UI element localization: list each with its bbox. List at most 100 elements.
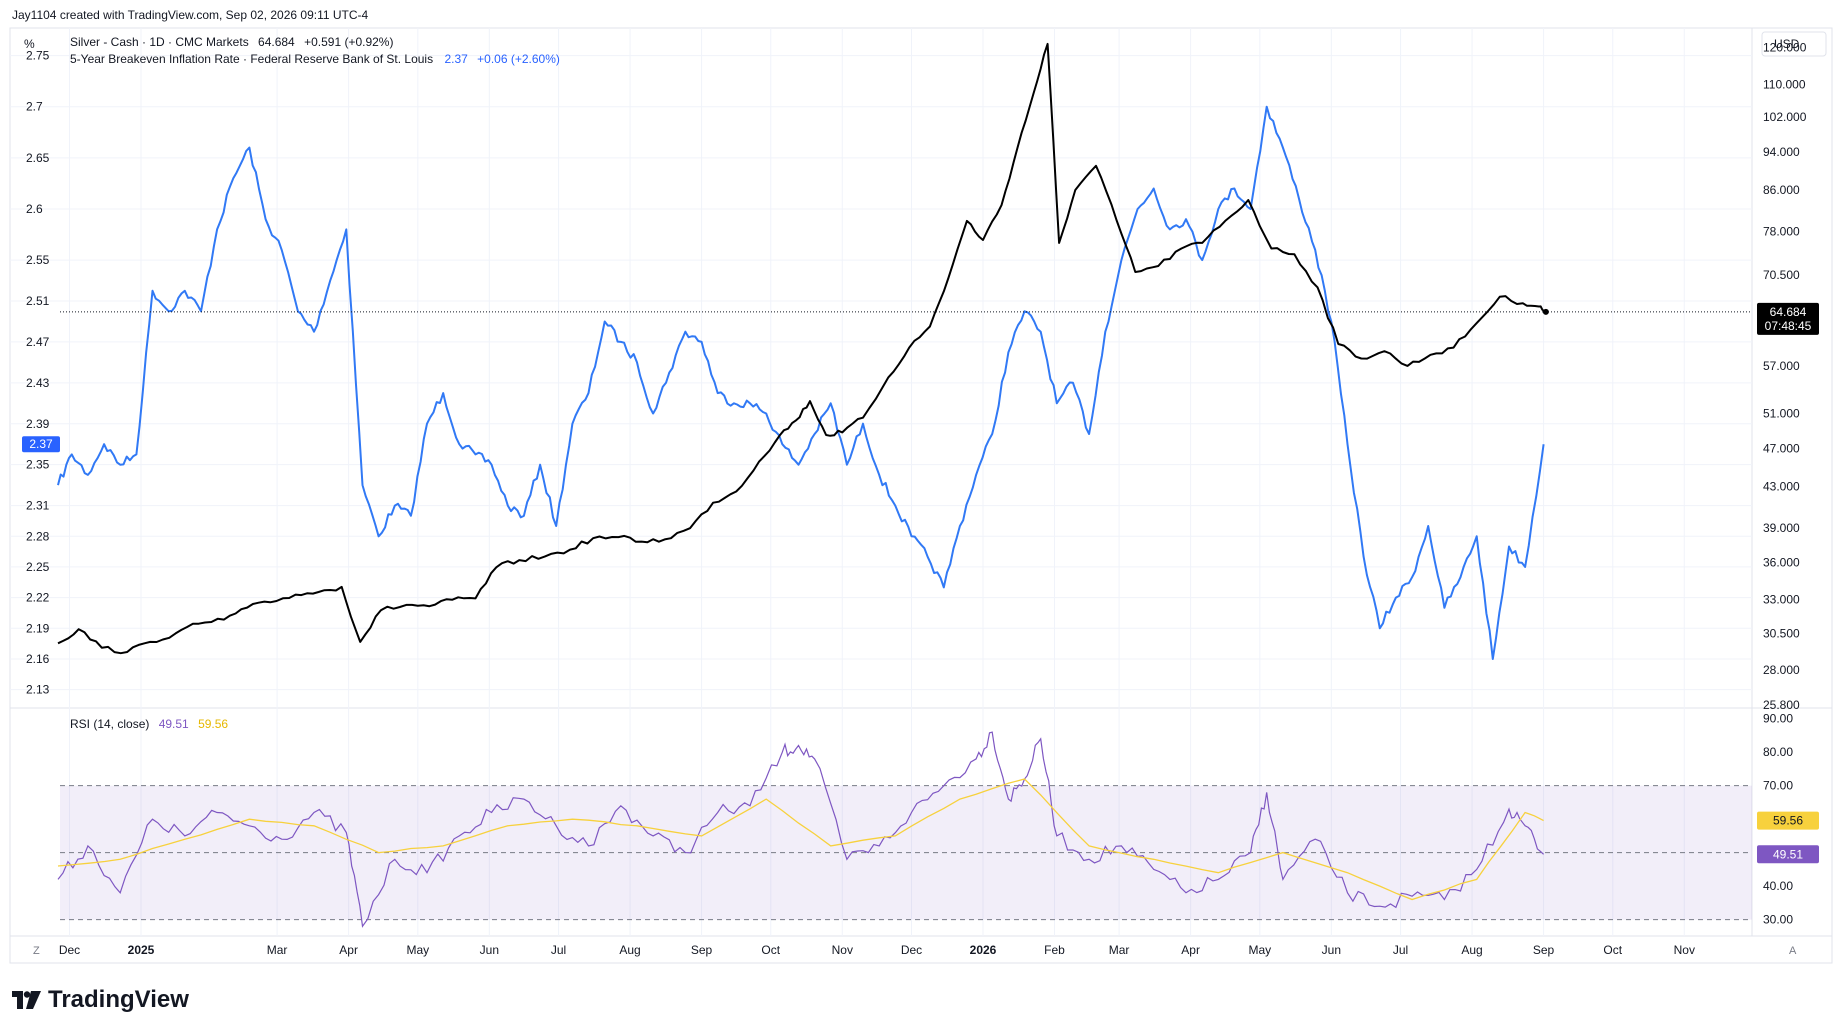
right-tick-label: 39.000: [1763, 521, 1800, 535]
right-tick-label: 94.000: [1763, 145, 1800, 159]
svg-text:64.684: 64.684: [1770, 305, 1807, 319]
x-tick-label: Jun: [480, 943, 499, 957]
right-tick-label: 30.500: [1763, 626, 1800, 640]
last-price-dot: [1542, 308, 1549, 315]
x-tick-label: Aug: [1461, 943, 1482, 957]
x-tick-label: Sep: [691, 943, 713, 957]
left-tick-label: 2.47: [26, 335, 50, 349]
rsi-last-label: 49.51: [1757, 845, 1819, 864]
x-tick-label: Jul: [551, 943, 566, 957]
svg-text:07:48:45: 07:48:45: [1765, 319, 1812, 333]
grid-lines: [10, 28, 1752, 936]
svg-text:2.37: 2.37: [29, 437, 53, 451]
left-tick-label: 2.7: [26, 100, 43, 114]
right-tick-label: 120.000: [1763, 40, 1807, 54]
zoom-toggle-button[interactable]: Z: [33, 945, 40, 957]
right-tick-label: 25.800: [1763, 698, 1800, 712]
left-tick-label: 2.35: [26, 458, 50, 472]
right-tick-label: 57.000: [1763, 359, 1800, 373]
right-tick-label: 36.000: [1763, 555, 1800, 569]
series-line-rsi-ma[interactable]: [57, 778, 1544, 901]
left-tick-label: 2.6: [26, 202, 43, 216]
left-tick-label: 2.55: [26, 253, 50, 267]
rsi-tick-label: 40.00: [1763, 879, 1793, 893]
legend-breakeven[interactable]: 5-Year Breakeven Inflation Rate · Federa…: [70, 52, 560, 66]
svg-text:59.56: 59.56: [1773, 814, 1803, 828]
left-tick-label: 2.51: [26, 294, 50, 308]
rsi-tick-label: 90.00: [1763, 712, 1793, 726]
right-unit-label[interactable]: USD: [1774, 37, 1800, 51]
x-tick-label: May: [406, 943, 429, 957]
x-tick-label: Nov: [832, 943, 853, 957]
svg-text:RSI (14, close) 49.51: RSI (14, close) 49.51 59.56: [70, 717, 228, 731]
legend-breakeven-name: 5-Year Breakeven Inflation Rate · Federa…: [70, 52, 433, 66]
right-tick-label: 70.500: [1763, 268, 1800, 282]
legend-breakeven-last: 2.37: [444, 52, 468, 66]
right-tick-label: 86.000: [1763, 183, 1800, 197]
right-tick-label: 110.000: [1763, 78, 1806, 92]
left-tick-label: 2.39: [26, 417, 50, 431]
auto-scale-button[interactable]: A: [1789, 945, 1797, 957]
x-tick-label: 2026: [970, 943, 997, 957]
left-tick-label: 2.43: [26, 376, 50, 390]
left-tick-label: 2.16: [26, 652, 50, 666]
left-tick-label: 2.31: [26, 499, 50, 513]
x-tick-label: Apr: [339, 943, 358, 957]
right-tick-label: 43.000: [1763, 479, 1800, 493]
x-tick-label: Nov: [1674, 943, 1695, 957]
x-tick-label: Jul: [1393, 943, 1408, 957]
legend-silver[interactable]: Silver - Cash · 1D · CMC Markets 64.684 …: [70, 35, 393, 49]
axes-layer: Dec 2025 Mar Apr May Jun Jul Aug Sep Oct Nov Dec 202…: [22, 40, 1819, 957]
rsi-tick-label: 70.00: [1763, 779, 1793, 793]
left-unit-label[interactable]: %: [24, 37, 35, 51]
legend-silver-change: +0.591 (+0.92%): [304, 35, 393, 49]
left-tick-label: 2.65: [26, 151, 50, 165]
x-tick-label: Mar: [1109, 943, 1130, 957]
left-tick-label: 2.13: [26, 683, 50, 697]
right-tick-label: 78.000: [1763, 225, 1800, 239]
series-layer: [57, 42, 1752, 928]
x-tick-label: Oct: [1603, 943, 1622, 957]
right-tick-label: 47.000: [1763, 441, 1800, 455]
svg-text:Silver - Cash · 1D · CMC Marke: Silver - Cash · 1D · CMC Markets 64.684 …: [70, 35, 393, 49]
rsi-band: [60, 785, 1752, 921]
x-tick-label: 2025: [128, 943, 155, 957]
x-tick-label: May: [1248, 943, 1271, 957]
legend-rsi-ma-value: 59.56: [198, 717, 228, 731]
x-tick-label: Jun: [1322, 943, 1341, 957]
breakeven-last-label: 2.37: [22, 436, 60, 453]
left-tick-label: 2.19: [26, 621, 50, 635]
legend-rsi[interactable]: RSI (14, close) 49.51 59.56: [70, 717, 228, 731]
svg-text:49.51: 49.51: [1773, 847, 1803, 861]
right-tick-label: 28.000: [1763, 663, 1800, 677]
left-tick-label: 2.25: [26, 560, 50, 574]
left-tick-label: 2.22: [26, 591, 50, 605]
legend-silver-last: 64.684: [258, 35, 295, 49]
x-tick-label: Apr: [1181, 943, 1200, 957]
legend-silver-name: Silver - Cash · 1D · CMC Markets: [70, 35, 249, 49]
series-line-silver[interactable]: [57, 42, 1547, 655]
series-line-breakeven[interactable]: [57, 105, 1545, 660]
currency-button[interactable]: [1761, 31, 1827, 57]
x-tick-label: Oct: [761, 943, 780, 957]
left-tick-label: 2.28: [26, 529, 50, 543]
x-tick-label: Aug: [619, 943, 640, 957]
chart-frame: [9, 27, 1833, 964]
legend-rsi-value: 49.51: [159, 717, 189, 731]
left-tick-label: 2.75: [26, 49, 50, 63]
rsi-tick-label: 80.00: [1763, 745, 1793, 759]
tradingview-logo-icon: [12, 991, 41, 1009]
legend-rsi-name: RSI (14, close): [70, 717, 149, 731]
series-line-rsi[interactable]: [57, 731, 1545, 928]
brand-name: TradingView: [48, 986, 189, 1013]
brand-logo[interactable]: TradingView: [12, 986, 189, 1014]
legend-breakeven-change: +0.06 (+2.60%): [477, 52, 560, 66]
x-tick-label: Feb: [1044, 943, 1065, 957]
credit-text: Jay1104 created with TradingView.com, Se…: [12, 8, 369, 22]
right-tick-label: 51.000: [1763, 406, 1800, 420]
x-tick-label: Dec: [901, 943, 922, 957]
x-tick-label: Sep: [1533, 943, 1555, 957]
svg-text:5-Year Breakeven Inflation Rat: 5-Year Breakeven Inflation Rate · Federa…: [70, 52, 560, 66]
